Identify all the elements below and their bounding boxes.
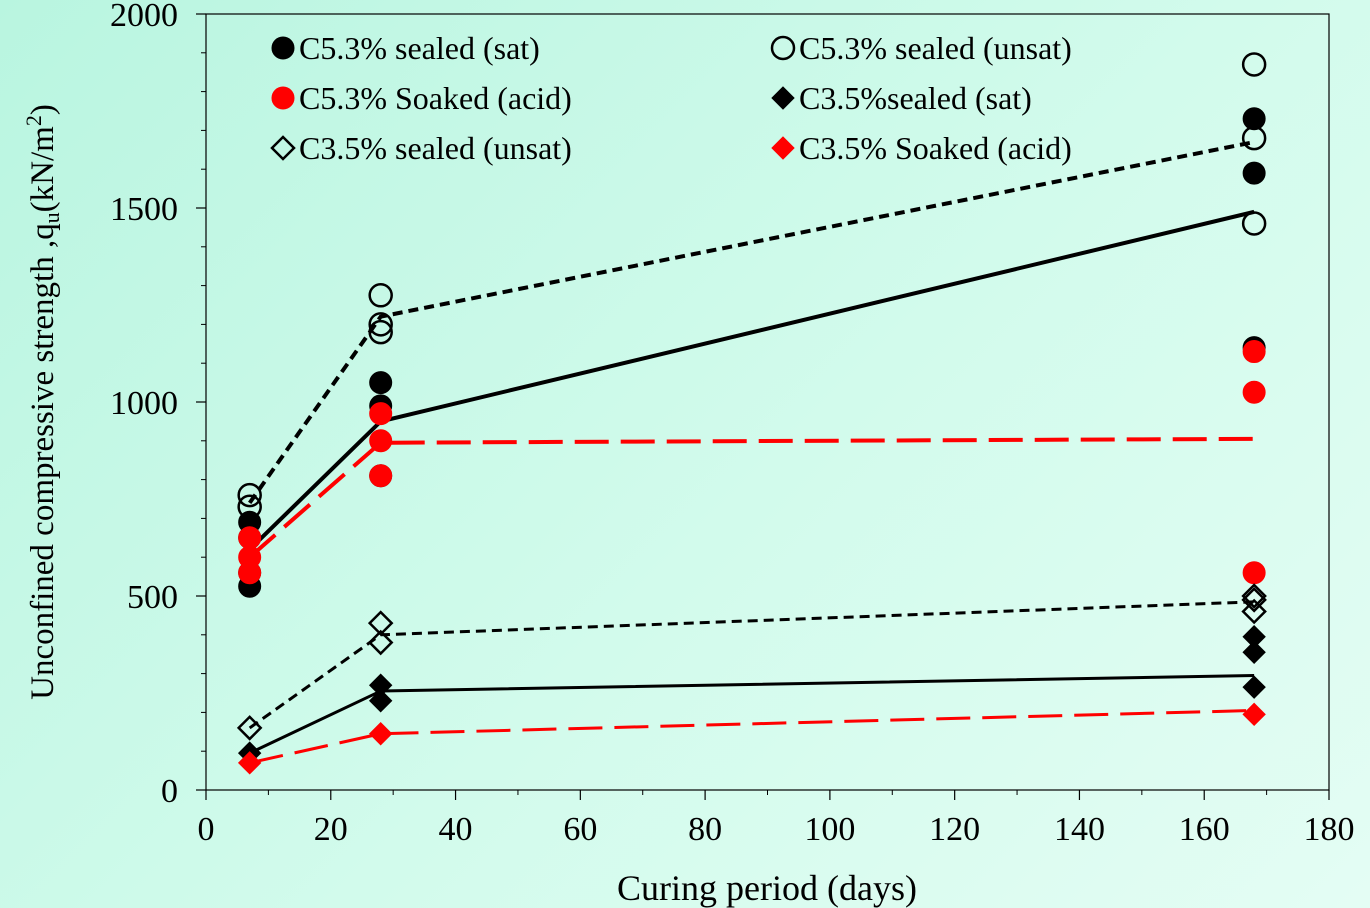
- legend-label-1: C5.3% sealed (sat): [299, 30, 540, 66]
- trend-line-3: [248, 436, 1255, 559]
- series-2-point-3: [368, 319, 393, 345]
- legend-label-3: C5.3% Soaked (acid): [299, 80, 572, 116]
- series-5-point-3: [367, 610, 394, 636]
- y-axis-title-close: ): [25, 104, 61, 115]
- series-1-point-7: [369, 371, 393, 395]
- series-3-point-6: [369, 402, 393, 426]
- series-4-point-2: [368, 689, 393, 713]
- series-1-point-9: [1242, 161, 1266, 185]
- x-tick-label-180: 180: [1304, 811, 1355, 848]
- legend-marker-5: [270, 135, 296, 161]
- legend-label-4: C3.5%sealed (sat): [799, 80, 1032, 116]
- series-2-point-4: [368, 312, 393, 337]
- series-5-point-2: [367, 629, 394, 656]
- series-5-point-5: [1241, 587, 1267, 613]
- legend-label-6: C3.5% Soaked (acid): [799, 130, 1072, 166]
- series-3-point-5: [369, 429, 393, 453]
- legend-marker-1: [271, 36, 295, 60]
- trend-lines: [248, 140, 1255, 765]
- x-axis-title: Curing period (days): [617, 868, 917, 908]
- legend-label-5: C3.5% sealed (unsat): [299, 130, 572, 166]
- series-4-point-5: [1242, 640, 1266, 664]
- series-5-point-1: [236, 715, 263, 741]
- series-2-point-5: [368, 283, 393, 308]
- x-tick-label-100: 100: [804, 811, 855, 848]
- y-tick-label-0: 0: [161, 773, 178, 810]
- trend-line-1: [248, 209, 1255, 551]
- series-4-point-6: [1242, 625, 1266, 649]
- legend-marker-2: [770, 35, 796, 61]
- series-4-point-3: [368, 673, 393, 697]
- series-5-point-6: [1241, 583, 1267, 609]
- y-axis-title-unit: (kN/m: [25, 126, 61, 212]
- series-5-point-4: [1241, 598, 1267, 625]
- series-3-point-4: [369, 464, 393, 488]
- legend: C5.3% sealed (sat) C5.3% sealed (unsat) C5…: [270, 30, 1072, 166]
- series-2-point-8: [1241, 52, 1267, 77]
- series-3-point-3: [238, 526, 262, 550]
- y-axis-title-main: Unconfined compressive strength ,q: [25, 223, 61, 700]
- x-tick-label-40: 40: [439, 811, 473, 848]
- series-2-point-6: [1241, 211, 1267, 236]
- legend-label-2: C5.3% sealed (unsat): [799, 30, 1072, 66]
- trend-line-2: [248, 140, 1255, 505]
- x-tick-label-80: 80: [688, 811, 722, 848]
- series-2-point-2: [237, 482, 262, 508]
- legend-marker-3: [271, 86, 295, 110]
- x-tick-label-0: 0: [198, 811, 215, 848]
- y-axis-title: Unconfined compressive strength ,qu(kN/m…: [21, 104, 64, 700]
- series-3-point-9: [1242, 340, 1266, 364]
- y-tick-label-2000: 2000: [110, 0, 178, 34]
- trend-line-6: [249, 708, 1255, 765]
- data-points: [236, 52, 1267, 775]
- series-4-point-4: [1242, 675, 1266, 699]
- series-2-point-1: [237, 494, 262, 520]
- x-tick-label-160: 160: [1179, 811, 1230, 848]
- series-3-point-8: [1242, 380, 1266, 404]
- y-tick-label-1500: 1500: [110, 191, 178, 228]
- x-tick-label-120: 120: [929, 811, 980, 848]
- series-6-point-2: [368, 722, 393, 746]
- y-axis-title-sub: u: [39, 212, 64, 223]
- x-tick-label-140: 140: [1054, 811, 1105, 848]
- series-3-point-7: [1242, 561, 1266, 585]
- y-tick-label-500: 500: [127, 579, 178, 616]
- series-2-point-7: [1241, 125, 1267, 151]
- y-axis-title-sup: 2: [21, 115, 46, 126]
- legend-marker-4: [771, 86, 795, 110]
- series-6-point-1: [237, 751, 262, 775]
- series-1-point-10: [1242, 107, 1266, 131]
- trend-line-5: [248, 600, 1255, 730]
- x-tick-label-20: 20: [314, 811, 348, 848]
- series-6-point-3: [1242, 702, 1266, 727]
- legend-marker-6: [771, 136, 795, 160]
- x-tick-label-60: 60: [563, 811, 597, 848]
- axes: 0 20 40 60 80 100 120 140 160 180 0 500 1000 1500 2000: [110, 0, 1355, 848]
- series-3-point-2: [238, 545, 262, 569]
- y-tick-label-1000: 1000: [110, 385, 178, 422]
